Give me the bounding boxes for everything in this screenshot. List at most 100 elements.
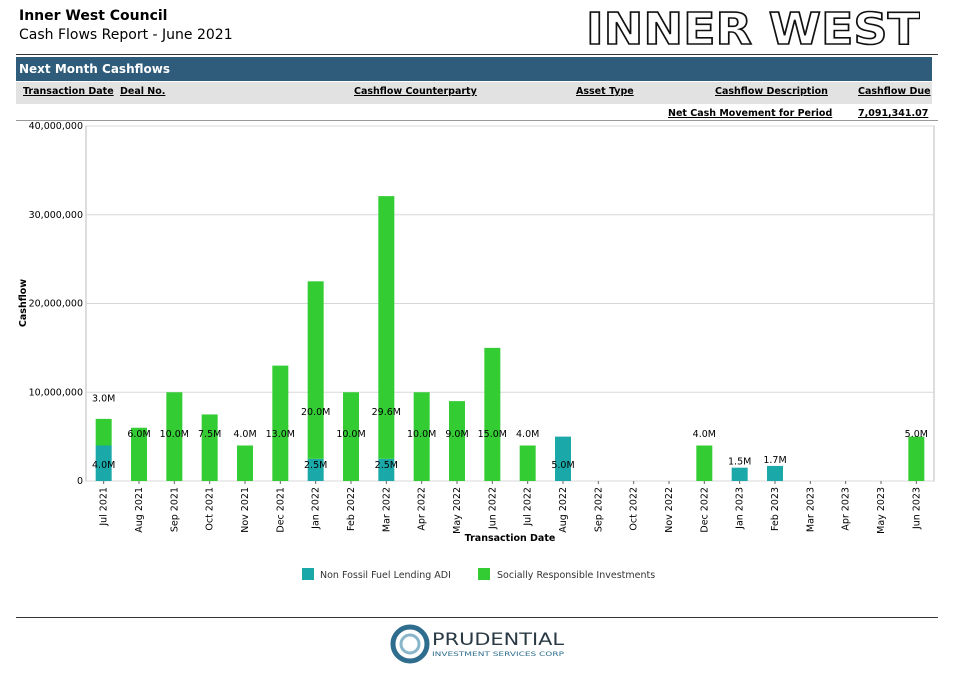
legend-swatch-socially-responsible [478, 568, 490, 580]
y-tick-label: 20,000,000 [29, 299, 83, 310]
bar-socially-responsible [484, 347, 501, 481]
x-tick-label: Dec 2021 [275, 487, 286, 533]
bar-socially-responsible [237, 445, 253, 481]
bar-socially-responsible [307, 281, 324, 459]
x-tick-label: Sep 2021 [169, 487, 180, 532]
x-axis-ticks: Jul 2021 Aug 2021 Sep 2021 Oct 2021 Nov 2021… [99, 481, 922, 534]
data-label: 4.0M [693, 429, 716, 440]
legend-swatch-non-fossil [302, 568, 314, 580]
prudential-name: PRUDENTIAL [432, 630, 565, 650]
y-tick-label: 0 [77, 476, 83, 487]
legend-label-non-fossil: Non Fossil Fuel Lending ADI [320, 570, 451, 581]
col-header-transaction-date[interactable]: Transaction Date [23, 86, 114, 97]
y-axis-ticks: 0 10,000,000 20,000,000 30,000,000 40,000,00… [29, 121, 83, 487]
y-tick-label: 30,000,000 [29, 210, 83, 221]
prudential-subtitle: INVESTMENT SERVICES CORP [432, 650, 564, 658]
data-label: 6.0M [127, 429, 150, 440]
x-tick-label: May 2022 [452, 487, 463, 534]
bar-socially-responsible [696, 445, 713, 481]
bar-socially-responsible [272, 365, 289, 481]
data-label: 5.0M [905, 429, 928, 440]
x-axis-label: Transaction Date [465, 533, 556, 544]
x-tick-label: Apr 2023 [841, 487, 852, 531]
data-label: 1.7M [763, 455, 786, 466]
data-label: 4.0M [233, 429, 256, 440]
data-label: 4.0M [92, 460, 115, 471]
col-header-cashflow-due[interactable]: Cashflow Due [858, 86, 931, 97]
inner-west-logo: INNER WEST [586, 8, 920, 50]
bar-non-fossil [378, 458, 395, 481]
grid-lines [86, 125, 934, 482]
x-tick-label: Oct 2022 [629, 487, 640, 531]
x-tick-label: Feb 2023 [770, 487, 781, 531]
footer-divider [16, 617, 938, 618]
legend: Non Fossil Fuel Lending ADI Socially Res… [302, 568, 655, 581]
data-label: 3.0M [92, 394, 115, 405]
prudential-ring-icon [390, 624, 430, 664]
data-label: 5.0M [551, 460, 574, 471]
x-tick-label: Oct 2021 [205, 487, 216, 531]
y-tick-label: 40,000,000 [29, 121, 83, 132]
bar-socially-responsible [378, 196, 395, 459]
report-title: Cash Flows Report - June 2021 [19, 27, 233, 43]
net-cash-movement-label: Net Cash Movement for Period [668, 108, 833, 119]
bar-socially-responsible [908, 436, 925, 481]
bar-socially-responsible [519, 445, 536, 481]
col-header-counterparty[interactable]: Cashflow Counterparty [354, 86, 477, 97]
bar-non-fossil [555, 436, 571, 481]
data-label: 10.0M [407, 429, 436, 440]
x-tick-label: Jun 2023 [911, 487, 922, 530]
x-tick-label: Jan 2022 [311, 487, 322, 530]
data-label: 9.0M [445, 429, 468, 440]
bar-non-fossil [307, 458, 324, 481]
data-label: 13.0M [266, 429, 295, 440]
x-tick-label: Jul 2022 [523, 487, 534, 527]
bars [95, 196, 925, 481]
col-header-asset-type[interactable]: Asset Type [576, 86, 634, 97]
x-tick-label: Mar 2023 [805, 487, 816, 532]
bar-socially-responsible [201, 414, 218, 481]
column-header-row: Transaction Date Deal No. Cashflow Count… [16, 82, 932, 104]
summary-row: Net Cash Movement for Period 7,091,341.0… [16, 106, 932, 122]
x-tick-label: Nov 2022 [664, 487, 675, 533]
data-label: 10.0M [160, 429, 189, 440]
data-label: 1.5M [728, 457, 751, 468]
col-header-deal-no[interactable]: Deal No. [120, 86, 166, 97]
net-cash-movement-value: 7,091,341.07 [858, 108, 929, 119]
cashflow-chart: 0 10,000,000 20,000,000 30,000,000 40,000,00… [16, 120, 938, 581]
data-label: 2.5M [304, 460, 327, 471]
header-divider [16, 54, 938, 55]
data-label: 4.0M [516, 429, 539, 440]
x-tick-label: Aug 2022 [558, 487, 569, 533]
x-tick-label: Jul 2021 [99, 487, 110, 527]
bar-socially-responsible [131, 427, 147, 481]
bar-non-fossil [767, 465, 783, 481]
x-tick-label: May 2023 [876, 487, 887, 534]
y-tick-label: 10,000,000 [29, 387, 83, 398]
x-tick-label: Aug 2021 [134, 487, 145, 533]
x-tick-label: Nov 2021 [240, 487, 251, 533]
data-label: 29.6M [372, 407, 401, 418]
prudential-inner-ring-icon [399, 633, 421, 655]
x-tick-label: Dec 2022 [699, 487, 710, 533]
x-tick-label: Apr 2022 [417, 487, 428, 531]
y-axis-label: Cashflow [18, 279, 29, 327]
bar-socially-responsible [95, 418, 112, 446]
x-tick-label: Feb 2022 [346, 487, 357, 531]
bar-non-fossil [731, 467, 748, 481]
bar-socially-responsible [343, 392, 359, 481]
x-tick-label: Jun 2022 [487, 487, 498, 530]
bar-non-fossil [95, 445, 112, 481]
x-tick-label: Jan 2023 [735, 487, 746, 530]
data-label: 15.0M [478, 429, 507, 440]
col-header-cashflow-description[interactable]: Cashflow Description [715, 86, 828, 97]
legend-label-socially-responsible: Socially Responsible Investments [497, 570, 655, 581]
data-labels: 4.0M 3.0M 6.0M 10.0M 7.5M 4.0M 13.0M 2.5M 20.0M 1… [92, 394, 928, 472]
section-title: Next Month Cashflows [19, 62, 170, 76]
data-label: 20.0M [301, 407, 330, 418]
x-tick-label: Sep 2022 [593, 487, 604, 532]
bar-socially-responsible [166, 392, 183, 481]
bar-socially-responsible [449, 401, 465, 481]
section-title-bar: Next Month Cashflows [16, 57, 932, 81]
data-label: 2.5M [375, 460, 398, 471]
